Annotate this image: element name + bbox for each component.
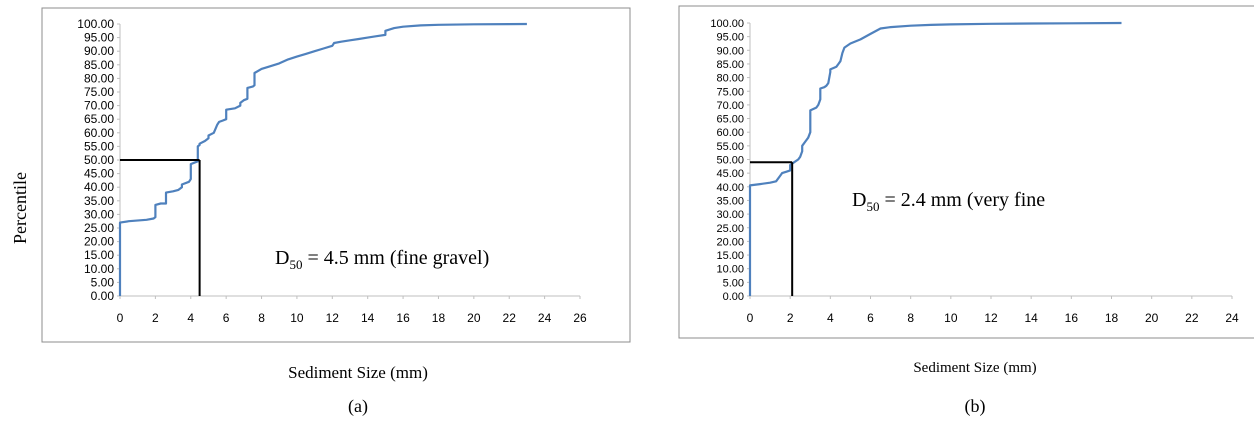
x-tick-label: 6 bbox=[223, 311, 230, 325]
y-tick-label: 35.00 bbox=[716, 195, 744, 207]
y-tick-label: 85.00 bbox=[84, 58, 114, 72]
y-tick-label: 30.00 bbox=[716, 209, 744, 221]
x-tick-label: 26 bbox=[573, 311, 587, 325]
y-tick-label: 5.00 bbox=[91, 275, 115, 289]
chart-frame bbox=[41, 7, 631, 343]
y-tick-label: 45.00 bbox=[716, 168, 744, 180]
y-tick-label: 25.00 bbox=[716, 223, 744, 235]
x-tick-label: 4 bbox=[187, 311, 194, 325]
d50-annotation: D50 = 4.5 mm (fine gravel) bbox=[275, 247, 489, 272]
d50-annotation-subscript: 50 bbox=[866, 199, 879, 214]
y-tick-label: 15.00 bbox=[716, 250, 744, 262]
d50-annotation-text: = 2.4 mm (very fine bbox=[879, 189, 1045, 211]
x-tick-label: 22 bbox=[1185, 311, 1199, 325]
x-tick-label: 24 bbox=[538, 311, 552, 325]
y-tick-label: 5.00 bbox=[723, 277, 744, 289]
y-tick-label: 0.00 bbox=[91, 289, 115, 303]
x-tick-label: 2 bbox=[787, 311, 794, 325]
panel-label: (a) bbox=[348, 396, 368, 417]
x-tick-label: 10 bbox=[944, 311, 958, 325]
x-tick-label: 0 bbox=[117, 311, 124, 325]
y-tick-label: 0.00 bbox=[723, 291, 744, 303]
x-tick-label: 20 bbox=[467, 311, 481, 325]
x-axis-title: Sediment Size (mm) bbox=[913, 360, 1036, 376]
d50-annotation-subscript: 50 bbox=[289, 257, 302, 272]
y-axis-title: Percentile bbox=[10, 172, 30, 244]
y-tick-label: 100.00 bbox=[77, 17, 114, 31]
y-tick-label: 75.00 bbox=[716, 86, 744, 98]
x-tick-label: 2 bbox=[152, 311, 159, 325]
y-tick-label: 85.00 bbox=[716, 59, 744, 71]
y-tick-label: 25.00 bbox=[84, 221, 114, 235]
y-tick-label: 15.00 bbox=[84, 248, 114, 262]
y-tick-label: 90.00 bbox=[84, 44, 114, 58]
y-tick-label: 95.00 bbox=[716, 32, 744, 44]
x-tick-label: 0 bbox=[747, 311, 754, 325]
y-tick-label: 70.00 bbox=[716, 100, 744, 112]
panel-label: (b) bbox=[965, 396, 986, 417]
chart-panel-b: 0.005.0010.0015.0020.0025.0030.0035.0040… bbox=[678, 5, 1254, 339]
x-tick-label: 18 bbox=[1105, 311, 1119, 325]
y-tick-label: 80.00 bbox=[716, 73, 744, 85]
y-tick-label: 100.00 bbox=[710, 18, 744, 30]
x-tick-label: 20 bbox=[1145, 311, 1159, 325]
y-tick-label: 60.00 bbox=[716, 127, 744, 139]
y-tick-label: 50.00 bbox=[84, 153, 114, 167]
x-tick-label: 12 bbox=[984, 311, 998, 325]
x-tick-label: 14 bbox=[1024, 311, 1038, 325]
d50-annotation-prefix: D bbox=[852, 189, 866, 211]
y-tick-label: 40.00 bbox=[716, 182, 744, 194]
d50-annotation: D50 = 2.4 mm (very fine bbox=[852, 189, 1045, 214]
x-tick-label: 8 bbox=[907, 311, 914, 325]
y-tick-label: 65.00 bbox=[716, 114, 744, 126]
y-tick-label: 65.00 bbox=[84, 112, 114, 126]
x-tick-label: 16 bbox=[396, 311, 410, 325]
y-tick-label: 20.00 bbox=[716, 236, 744, 248]
y-tick-label: 55.00 bbox=[84, 139, 114, 153]
y-tick-label: 30.00 bbox=[84, 207, 114, 221]
y-tick-label: 90.00 bbox=[716, 45, 744, 57]
d50-annotation-prefix: D bbox=[275, 247, 289, 269]
y-tick-label: 75.00 bbox=[84, 85, 114, 99]
y-tick-label: 40.00 bbox=[84, 180, 114, 194]
x-tick-label: 10 bbox=[290, 311, 304, 325]
x-axis-title: Sediment Size (mm) bbox=[288, 363, 428, 382]
x-tick-label: 14 bbox=[361, 311, 375, 325]
series-line-0 bbox=[748, 21, 1122, 296]
x-tick-label: 24 bbox=[1225, 311, 1239, 325]
y-tick-label: 70.00 bbox=[84, 99, 114, 113]
x-tick-label: 18 bbox=[432, 311, 446, 325]
series-line-0 bbox=[118, 22, 527, 296]
y-tick-label: 55.00 bbox=[716, 141, 744, 153]
chart-frame bbox=[678, 5, 1254, 339]
y-tick-label: 10.00 bbox=[716, 264, 744, 276]
x-tick-label: 4 bbox=[827, 311, 834, 325]
y-tick-label: 35.00 bbox=[84, 194, 114, 208]
x-tick-label: 8 bbox=[258, 311, 265, 325]
chart-panel-a: 0.005.0010.0015.0020.0025.0030.0035.0040… bbox=[41, 7, 631, 343]
y-tick-label: 60.00 bbox=[84, 126, 114, 140]
y-tick-label: 80.00 bbox=[84, 71, 114, 85]
y-tick-label: 10.00 bbox=[84, 262, 114, 276]
d50-annotation-text: = 4.5 mm (fine gravel) bbox=[302, 247, 489, 269]
y-tick-label: 50.00 bbox=[716, 155, 744, 167]
y-tick-label: 20.00 bbox=[84, 235, 114, 249]
x-tick-label: 6 bbox=[867, 311, 874, 325]
y-tick-label: 95.00 bbox=[84, 31, 114, 45]
y-tick-label: 45.00 bbox=[84, 167, 114, 181]
x-tick-label: 22 bbox=[503, 311, 517, 325]
x-tick-label: 16 bbox=[1065, 311, 1079, 325]
x-tick-label: 12 bbox=[326, 311, 340, 325]
